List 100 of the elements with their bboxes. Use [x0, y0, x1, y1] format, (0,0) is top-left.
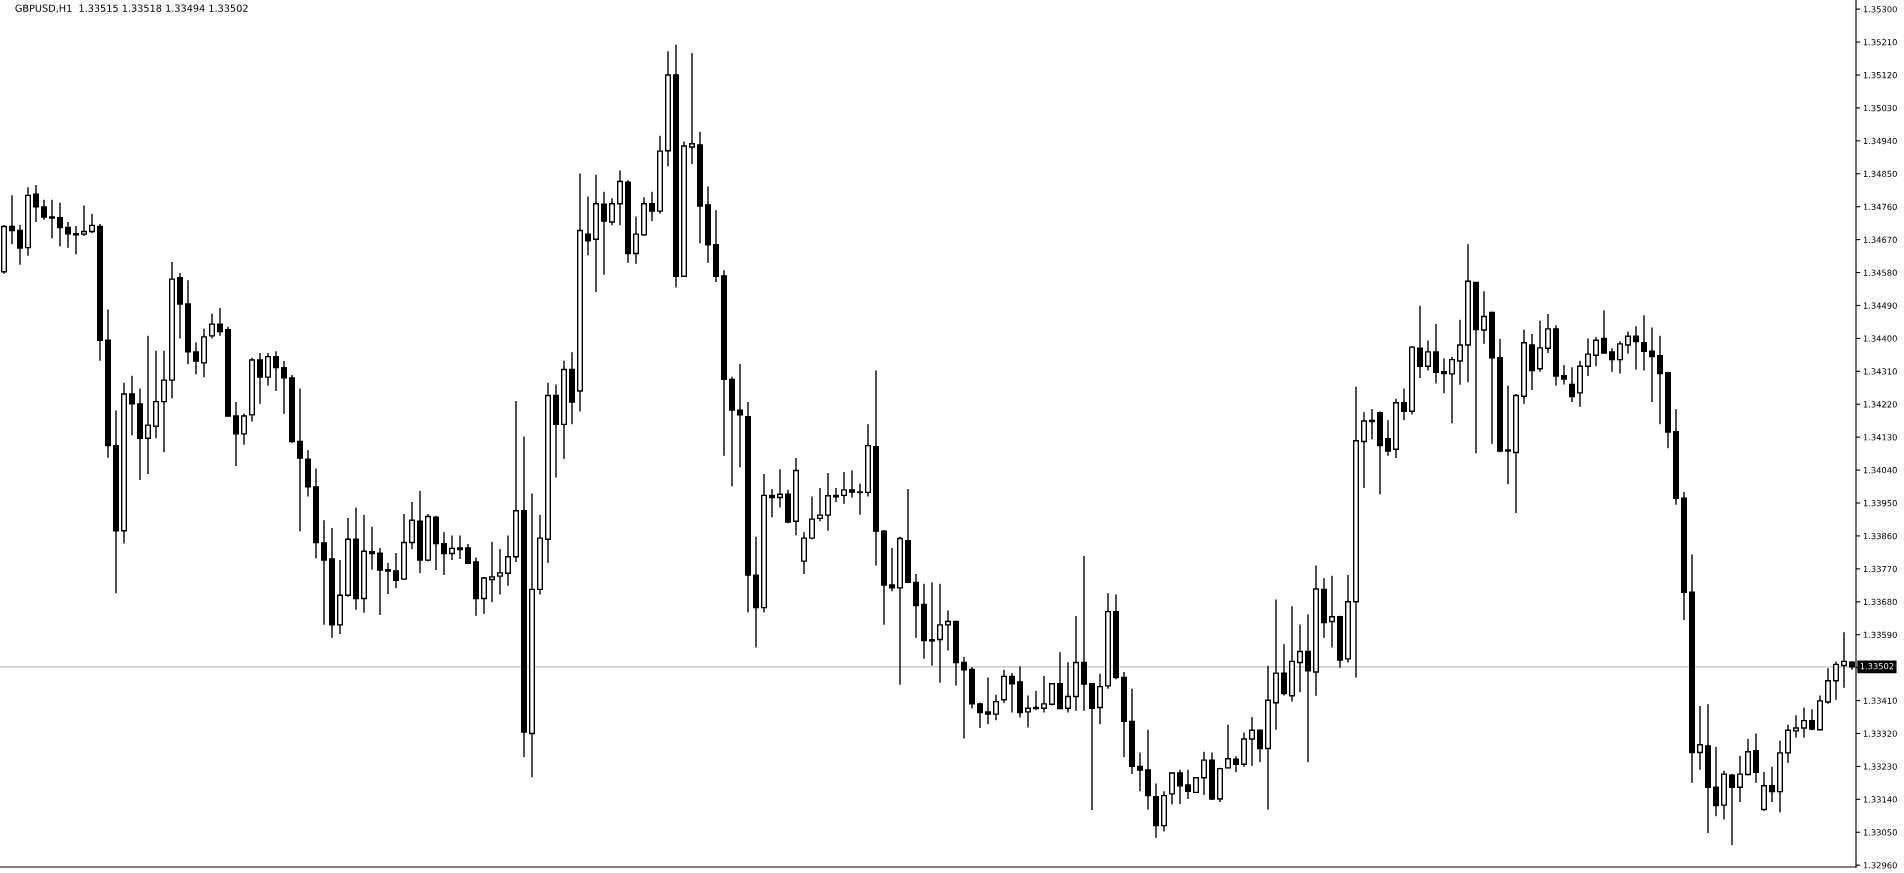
candlestick — [1560, 364, 1568, 386]
candlestick — [408, 501, 416, 550]
candlestick — [1592, 336, 1600, 367]
candlestick — [1136, 751, 1144, 792]
candlestick — [600, 190, 608, 276]
candlestick — [1040, 675, 1048, 714]
y-tick-label: 1.35210 — [1863, 39, 1897, 46]
ref-line-label: 1.33502 — [1860, 663, 1894, 670]
candlestick — [856, 482, 864, 516]
candlestick — [1368, 408, 1376, 441]
candlestick — [1200, 751, 1208, 796]
candlestick — [768, 488, 776, 518]
y-tick-label: 1.33050 — [1863, 829, 1897, 836]
candlestick — [1824, 667, 1832, 705]
candlestick — [376, 547, 384, 616]
candlestick — [840, 471, 848, 505]
candlestick — [56, 201, 64, 248]
candlestick — [688, 52, 696, 165]
candlestick — [144, 335, 152, 475]
candlestick — [1640, 314, 1648, 372]
candlestick — [1536, 320, 1544, 373]
candlestick — [1248, 716, 1256, 767]
candlestick — [64, 221, 72, 249]
y-tick-label: 1.33590 — [1863, 631, 1897, 638]
candlestick — [1752, 732, 1760, 784]
candlestick — [936, 583, 944, 684]
candlestick — [912, 573, 920, 639]
y-tick-label: 1.34220 — [1863, 401, 1897, 408]
candlestick — [280, 360, 288, 415]
candlestick — [1456, 319, 1464, 386]
candlestick — [16, 224, 24, 266]
candlestick — [1608, 347, 1616, 373]
candlestick — [392, 552, 400, 589]
candlestick — [944, 609, 952, 652]
y-tick-label: 1.34580 — [1863, 269, 1897, 276]
y-tick-label: 1.33410 — [1863, 697, 1897, 704]
candlestick — [1600, 309, 1608, 355]
candlestick — [1728, 773, 1736, 846]
candlestick — [48, 199, 56, 240]
candlestick — [1184, 768, 1192, 800]
candlestick — [1760, 771, 1768, 812]
candlestick — [1784, 723, 1792, 764]
candlestick — [80, 204, 88, 237]
candlestick — [128, 375, 136, 437]
y-tick-label: 1.34130 — [1863, 434, 1897, 441]
candlestick — [1432, 323, 1440, 385]
candlestick — [616, 169, 624, 227]
candlestick — [1800, 706, 1808, 739]
candlestick — [1624, 330, 1632, 355]
candlestick — [1000, 669, 1008, 704]
y-tick-label: 1.34850 — [1863, 170, 1897, 178]
candlestick — [256, 352, 264, 405]
candlestick — [32, 184, 40, 223]
candlestick — [368, 526, 376, 571]
y-tick-label: 1.33770 — [1863, 565, 1897, 573]
candlestick — [1440, 357, 1448, 394]
candlestick — [800, 531, 808, 575]
candlestick — [816, 487, 824, 522]
y-tick-label: 1.33320 — [1863, 730, 1897, 737]
y-tick-label: 1.33230 — [1863, 763, 1897, 770]
candlestick — [1832, 660, 1840, 701]
y-tick-label: 1.34040 — [1863, 467, 1897, 474]
candlestick — [1256, 729, 1264, 764]
candlestick — [1416, 305, 1424, 379]
candlestick — [448, 534, 456, 561]
candlestick — [296, 387, 304, 532]
candlestick — [1400, 387, 1408, 422]
candlestick — [216, 307, 224, 337]
candlestick — [1696, 705, 1704, 771]
candlestick — [1176, 768, 1184, 805]
candlestick — [1384, 419, 1392, 457]
y-tick-label: 1.34490 — [1863, 302, 1897, 309]
candlestick — [1768, 766, 1776, 803]
candlestick — [1584, 337, 1592, 377]
candlestick — [848, 469, 856, 499]
candlestick — [1544, 313, 1552, 354]
candlestick — [40, 199, 48, 221]
y-tick-label: 1.33950 — [1863, 499, 1897, 507]
candlestick — [992, 694, 1000, 722]
candlestick — [1744, 738, 1752, 776]
y-tick-label: 1.34940 — [1863, 137, 1897, 145]
candlestick — [384, 562, 392, 595]
candlestick — [264, 352, 272, 387]
candlestick — [976, 702, 984, 729]
candlestick — [1280, 643, 1288, 697]
candlestick — [736, 363, 744, 468]
candlestick — [984, 676, 992, 726]
candlestick — [440, 531, 448, 576]
candlestick — [88, 212, 96, 234]
candlestick — [1296, 623, 1304, 693]
candlestick — [648, 190, 656, 222]
candlestick — [1080, 555, 1088, 712]
candlestick — [960, 656, 968, 740]
y-tick-label: 1.34670 — [1863, 236, 1897, 243]
candlestick — [1328, 575, 1336, 649]
candlestick — [488, 541, 496, 603]
candlestick — [1096, 673, 1104, 726]
candlestick — [1360, 411, 1368, 489]
candlestick — [584, 195, 592, 257]
candlestick — [1648, 326, 1656, 403]
